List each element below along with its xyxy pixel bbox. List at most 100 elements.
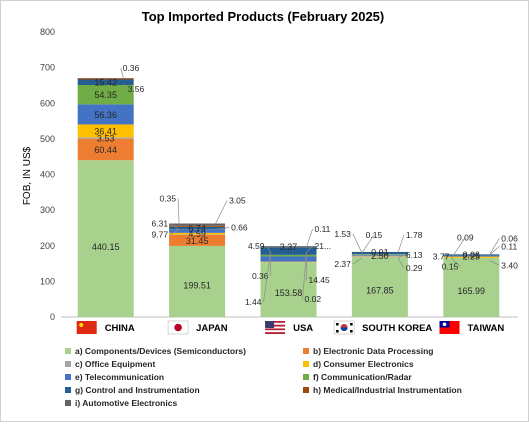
- callout-label-usa: 1.44: [245, 297, 262, 307]
- data-label-china: 15.42: [94, 78, 117, 88]
- callout-label-taiwan: 0.11: [501, 241, 517, 251]
- legend-item-i-automotive-electronics: i) Automotive Electronics: [65, 398, 177, 408]
- y-tick-label: 500: [40, 134, 55, 144]
- callout-label-japan: 0.35: [160, 194, 177, 204]
- legend-item-g-control-and-instrumentation: g) Control and Instrumentation: [65, 385, 200, 395]
- x-tick-label-usa: USA: [293, 323, 313, 334]
- callout-label-japan: 0.66: [231, 223, 248, 233]
- flag-stripe: [265, 330, 285, 332]
- legend-swatch: [65, 361, 71, 367]
- y-axis-label: FOB, IN US$: [22, 146, 33, 205]
- callout-label-taiwan: 0.15: [442, 261, 459, 271]
- flag-canton: [265, 321, 274, 328]
- callout-label-taiwan: 3.77: [433, 251, 450, 261]
- data-label-china: 60.44: [94, 145, 117, 155]
- leader-line: [215, 201, 227, 225]
- legend-item-h-medical-industrial-instrumentation: h) Medical/Industrial Instrumentation: [303, 385, 462, 395]
- y-tick-label: 400: [40, 170, 55, 180]
- flag-trigram: [350, 330, 353, 333]
- legend: a) Components/Devices (Semiconductors) b)…: [65, 346, 462, 408]
- callout-label-south-korea: 0.29: [406, 263, 423, 273]
- leader-line: [307, 229, 313, 247]
- data-label-usa: 3.37: [280, 242, 298, 252]
- leader-line: [398, 235, 404, 253]
- callout-label-usa: 21...: [315, 241, 332, 251]
- legend-label: i) Automotive Electronics: [75, 398, 177, 408]
- legend-swatch: [65, 400, 71, 406]
- flag-field: [77, 321, 97, 334]
- callout-label-japan: 6.31: [152, 219, 169, 229]
- legend-swatch: [303, 348, 309, 354]
- legend-label: d) Consumer Electronics: [313, 359, 414, 369]
- south-korea-flag-icon: [334, 321, 354, 334]
- data-label-taiwan: 165.99: [458, 286, 486, 296]
- y-tick-label: 300: [40, 205, 55, 215]
- callout-label-south-korea: 1.78: [406, 230, 423, 240]
- legend-swatch: [303, 374, 309, 380]
- callout-label-japan: 3.05: [229, 196, 246, 206]
- y-tick-label: 600: [40, 98, 55, 108]
- x-tick-label-china: CHINA: [105, 323, 135, 334]
- bar-segment-usa-4: [261, 256, 317, 261]
- data-label-china: 440.15: [92, 242, 120, 252]
- data-label-china: 54.35: [94, 90, 117, 100]
- flag-trigram: [336, 323, 339, 326]
- callout-label-usa: 4.59: [248, 241, 265, 251]
- legend-label: a) Components/Devices (Semiconductors): [75, 346, 246, 356]
- flag-sun: [443, 322, 447, 326]
- legend-swatch: [65, 387, 71, 393]
- japan-flag-icon: [168, 321, 188, 334]
- x-tick-label-south-korea: SOUTH KOREA: [362, 323, 432, 334]
- legend-swatch: [303, 387, 309, 393]
- legend-label: g) Control and Instrumentation: [75, 385, 200, 395]
- legend-label: b) Electronic Data Processing: [313, 346, 433, 356]
- data-label-taiwan: 0.06: [463, 250, 481, 260]
- callout-label-south-korea: 0.15: [366, 230, 383, 240]
- legend-label: h) Medical/Industrial Instrumentation: [313, 385, 462, 395]
- chart-title: Top Imported Products (February 2025): [142, 9, 384, 24]
- callout-label-south-korea: 6.13: [406, 250, 423, 260]
- data-label-china: 56.36: [94, 110, 117, 120]
- data-label-south-korea: 167.85: [366, 286, 394, 296]
- callout-label-usa: 0.11: [315, 224, 331, 234]
- y-tick-label: 800: [40, 27, 55, 37]
- callout-label-china: 0.36: [123, 63, 140, 73]
- y-tick-label: 200: [40, 241, 55, 251]
- y-tick-label: 0: [50, 312, 55, 322]
- leader-line: [489, 246, 499, 255]
- y-tick-label: 100: [40, 276, 55, 286]
- callout-label-south-korea: 1.53: [334, 229, 351, 239]
- legend-item-d-consumer-electronics: d) Consumer Electronics: [303, 359, 414, 369]
- bar-segment-china-0: [78, 160, 134, 317]
- bar-segment-usa-5: [261, 255, 317, 257]
- legend-item-e-telecommunication: e) Telecommunication: [65, 372, 164, 382]
- callout-label-taiwan: 0.09: [457, 232, 474, 242]
- y-tick-label: 700: [40, 63, 55, 73]
- callout-label-usa: 0.02: [305, 294, 322, 304]
- flag-disc: [174, 324, 182, 332]
- legend-item-c-office-equipment: c) Office Equipment: [65, 359, 155, 369]
- legend-item-a-components-devices-semiconductors: a) Components/Devices (Semiconductors): [65, 346, 246, 356]
- flag-trigram: [350, 323, 353, 326]
- flag-stripe: [265, 332, 285, 334]
- legend-label: f) Communication/Radar: [313, 372, 412, 382]
- leader-line: [178, 199, 179, 225]
- flag-stripe: [265, 328, 285, 330]
- legend-item-b-electronic-data-processing: b) Electronic Data Processing: [303, 346, 433, 356]
- x-tick-label-japan: JAPAN: [196, 323, 228, 334]
- taiwan-flag-icon: [440, 321, 460, 334]
- callout-label-south-korea: 2.37: [334, 259, 351, 269]
- callout-label-usa: 0.36: [252, 271, 269, 281]
- legend-swatch: [65, 374, 71, 380]
- callout-label-china: 3.56: [128, 84, 145, 94]
- usa-flag-icon: [265, 321, 285, 334]
- leader-line: [489, 238, 499, 255]
- callout-label-usa: 14.45: [309, 275, 331, 285]
- flag-trigram: [336, 330, 339, 333]
- flag-star: [79, 323, 83, 327]
- data-label-japan: 199.51: [183, 281, 211, 291]
- data-label-usa: 153.58: [275, 288, 303, 298]
